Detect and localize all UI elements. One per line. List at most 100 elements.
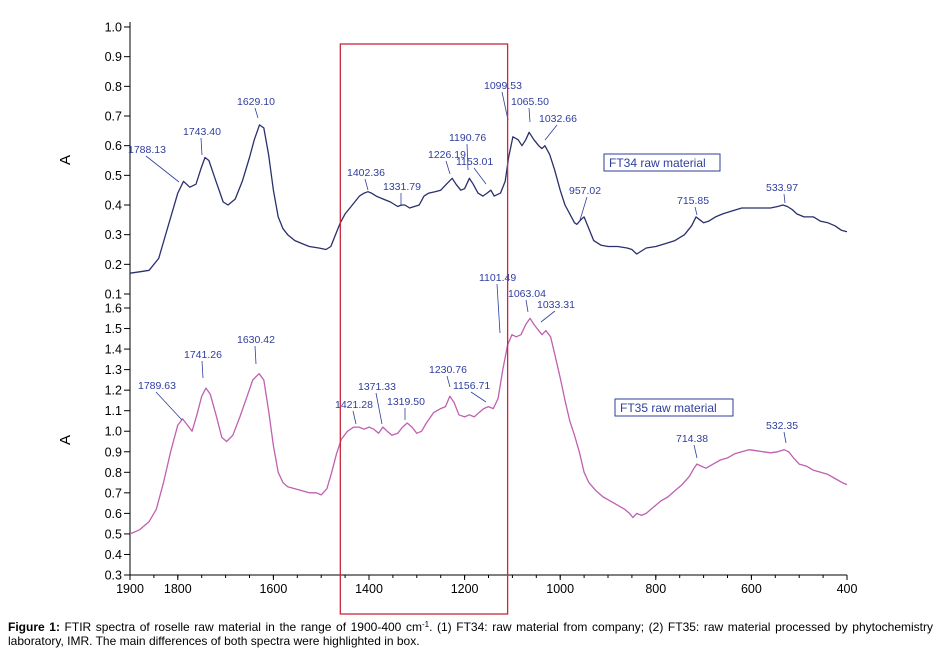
peak-label: 1743.40 [183, 126, 221, 138]
peak-label: 1331.79 [383, 181, 421, 193]
x-tick-label: 1600 [259, 582, 287, 596]
highlight-box [339, 43, 509, 615]
figure-caption: Figure 1: FTIR spectra of roselle raw ma… [8, 620, 934, 648]
peak-leader-line [155, 391, 183, 421]
series-label: FT34 raw material [609, 156, 706, 170]
peak-leader-line [693, 444, 698, 459]
peak-label: 1156.71 [453, 380, 490, 392]
y-tick-label: 0.4 [105, 548, 122, 562]
y-axis-label: A [57, 155, 74, 165]
y-tick-label: 0.7 [105, 486, 122, 500]
peak-label: 1371.33 [358, 381, 396, 393]
peak-label: 715.85 [677, 195, 709, 207]
peak-leader-line [579, 196, 588, 221]
peak-leader-line [528, 107, 531, 123]
peak-label: 1629.10 [237, 96, 275, 108]
series-label: FT35 raw material [620, 401, 717, 415]
y-tick-label: 1.6 [105, 302, 122, 316]
highlight-box-layer [339, 43, 509, 615]
peak-leader-line [375, 392, 383, 425]
peak-label: 1630.42 [237, 334, 275, 346]
y-tick-label: 0.6 [105, 139, 122, 153]
peak-label: 533.97 [766, 182, 798, 194]
peak-label: 1788.13 [128, 144, 166, 156]
peak-label: 957.02 [569, 185, 601, 197]
peak-leader-line [783, 431, 787, 444]
peak-label: 1033.31 [537, 299, 575, 311]
peak-labels-layer: 1788.13 1743.40 1629.10 1402.36 1331.79 1226.… [128, 80, 798, 459]
y-tick-label: 1.1 [105, 404, 122, 418]
peak-leader-line [496, 283, 501, 334]
peak-label: 1063.04 [508, 288, 546, 300]
y-tick-label: 1.3 [105, 363, 122, 377]
y-tick-label: 0.9 [105, 445, 122, 459]
peak-label: 1741.26 [184, 349, 222, 361]
y-tick-label: 0.8 [105, 466, 122, 480]
peak-leader-line [445, 160, 451, 175]
peak-leader-line [694, 206, 698, 216]
x-tick-label: 400 [837, 582, 858, 596]
y-tick-label: 0.3 [105, 569, 122, 583]
y-tick-label: 0.8 [105, 80, 122, 94]
peak-leader-line [473, 167, 487, 185]
peak-leader-line [364, 178, 369, 191]
x-tick-label: 1800 [164, 582, 192, 596]
y-tick-label: 1.0 [105, 21, 122, 35]
peak-label: 1319.50 [387, 396, 425, 408]
series-label-box [614, 398, 734, 417]
peak-leader-line [466, 143, 469, 171]
peak-label: 1032.66 [539, 113, 577, 125]
peak-label: 1099.53 [484, 80, 522, 92]
peak-label: 1230.76 [429, 364, 467, 376]
peak-label: 1421.28 [335, 399, 373, 411]
peak-leader-line [201, 360, 204, 379]
peak-label: 532.35 [766, 420, 798, 432]
y-tick-label: 1.0 [105, 425, 122, 439]
peak-leader-line [254, 107, 259, 119]
caption-text-after: . (1) FT34: raw material from company; (… [8, 620, 934, 648]
caption-text-before: FTIR spectra of roselle raw material in … [59, 620, 422, 634]
y-tick-label: 0.5 [105, 527, 122, 541]
y-tick-label: 0.5 [105, 169, 122, 183]
peak-leader-line [470, 391, 487, 403]
peak-label: 1789.63 [138, 380, 176, 392]
peak-label: 1226.19 [428, 149, 466, 161]
caption-label: Figure 1: [8, 620, 60, 634]
peak-leader-line [145, 155, 180, 183]
y-tick-label: 0.4 [105, 199, 122, 213]
axes-layer: 1900 1800 1600 1400 1200 1000 800 600 400 0.1 0.2 0… [57, 21, 857, 597]
peak-leader-line [352, 410, 357, 425]
y-axis-label: A [57, 435, 74, 445]
spectrum-curve-ft35 [129, 317, 848, 535]
x-tick-label: 800 [645, 582, 666, 596]
y-tick-label: 0.7 [105, 110, 122, 124]
x-tick-label: 1900 [116, 582, 144, 596]
peak-label: 1101.49 [479, 272, 516, 284]
peak-leader-line [544, 124, 558, 141]
peak-leader-line [540, 310, 556, 323]
peak-leader-line [525, 299, 529, 313]
peak-label: 1153.01 [456, 156, 493, 168]
peak-label: 1402.36 [347, 167, 385, 179]
y-tick-label: 0.3 [105, 228, 122, 242]
x-tick-label: 1400 [355, 582, 383, 596]
spectrum-curve-ft34 [129, 124, 848, 274]
peak-leader-line [446, 375, 451, 388]
y-tick-label: 0.6 [105, 507, 122, 521]
y-tick-label: 0.2 [105, 258, 122, 272]
peak-leader-line [783, 193, 786, 204]
peak-label: 1065.50 [511, 96, 549, 108]
peak-leader-line [200, 137, 203, 156]
peak-label: 1190.76 [449, 132, 486, 144]
peak-leader-line [254, 345, 257, 365]
caption-superscript: -1 [421, 620, 430, 629]
x-tick-label: 1000 [546, 582, 574, 596]
y-tick-label: 0.1 [105, 288, 122, 302]
curves-layer [129, 124, 848, 535]
y-tick-label: 1.5 [105, 322, 122, 336]
y-tick-label: 1.2 [105, 384, 122, 398]
y-tick-label: 0.9 [105, 50, 122, 64]
x-tick-label: 1200 [451, 582, 479, 596]
ftir-chart: 1900 1800 1600 1400 1200 1000 800 600 400 0.1 0.2 0… [57, 21, 857, 615]
y-tick-label: 1.4 [105, 343, 122, 357]
